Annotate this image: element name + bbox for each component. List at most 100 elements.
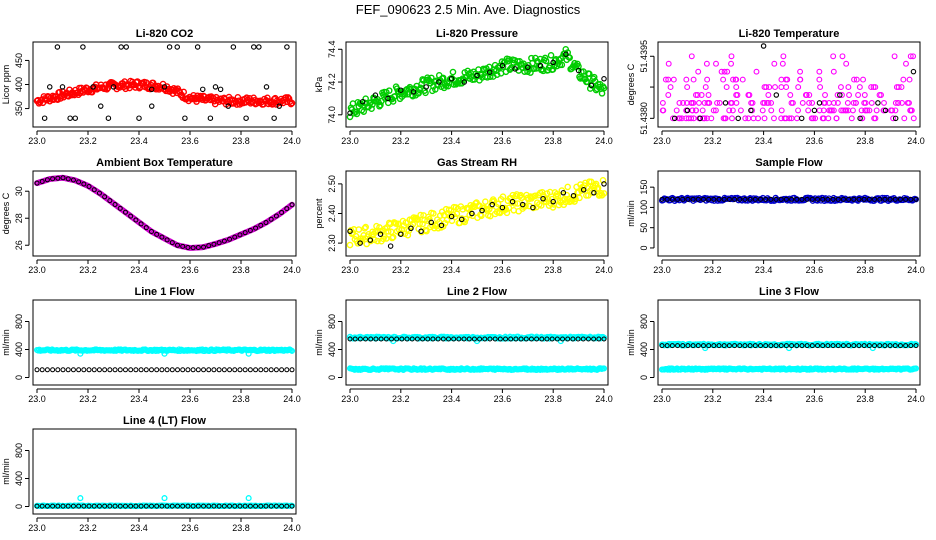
- data-point: [368, 105, 375, 113]
- data-point: [50, 367, 56, 373]
- data-point: [461, 79, 468, 85]
- data-point: [128, 503, 134, 509]
- data-point: [347, 336, 353, 342]
- data-point: [67, 115, 73, 121]
- data-point: [212, 84, 219, 90]
- data-point: [346, 241, 354, 249]
- data-point: [522, 202, 529, 210]
- x-tick-label: 23.2: [79, 523, 97, 533]
- data-point: [195, 245, 201, 251]
- data-point: [877, 343, 883, 349]
- series-magenta: [33, 174, 296, 251]
- data-point: [671, 115, 678, 122]
- data-point: [258, 367, 264, 373]
- plot-frame: [657, 170, 921, 257]
- data-point: [765, 92, 772, 98]
- data-point: [576, 194, 583, 202]
- data-point: [825, 115, 832, 122]
- data-point: [180, 243, 186, 249]
- data-point: [245, 350, 252, 357]
- data-point: [374, 237, 381, 245]
- y-tick-label: 400: [14, 77, 24, 92]
- data-point: [670, 115, 676, 122]
- data-point: [729, 115, 735, 122]
- data-point: [360, 108, 368, 115]
- data-point: [456, 336, 462, 342]
- y-tick-label: 800: [639, 314, 649, 329]
- data-point: [34, 367, 40, 373]
- data-point: [875, 100, 881, 106]
- data-point: [669, 196, 675, 202]
- data-point: [560, 190, 567, 196]
- x-tick-label: 23.0: [28, 523, 46, 533]
- data-point: [664, 196, 670, 202]
- data-point: [820, 196, 826, 202]
- data-point: [362, 223, 369, 231]
- x-tick-label: 23.6: [806, 394, 824, 404]
- data-point: [247, 227, 253, 233]
- data-point: [795, 84, 802, 91]
- data-point: [733, 84, 740, 91]
- data-point: [724, 68, 731, 75]
- data-point: [763, 84, 770, 91]
- data-point: [834, 92, 841, 98]
- data-point: [866, 107, 873, 114]
- data-point: [251, 44, 257, 50]
- data-point: [700, 196, 706, 202]
- data-point: [90, 84, 96, 90]
- data-point: [102, 503, 108, 509]
- data-point: [848, 115, 855, 122]
- data-point: [899, 99, 905, 106]
- data-point: [211, 503, 217, 509]
- data-point: [438, 222, 445, 229]
- data-point: [112, 202, 118, 208]
- data-point: [665, 60, 672, 67]
- data-point: [243, 115, 249, 121]
- data-point: [897, 196, 903, 202]
- data-point: [232, 503, 238, 509]
- data-point: [594, 184, 602, 192]
- x-tick-label: 23.2: [79, 265, 97, 275]
- data-point: [96, 190, 102, 196]
- data-point: [122, 503, 128, 509]
- data-point: [227, 236, 233, 242]
- data-point: [659, 99, 666, 106]
- data-point: [383, 336, 389, 342]
- data-point: [669, 343, 675, 349]
- data-point: [845, 107, 852, 114]
- x-tick-label: 23.4: [755, 394, 773, 404]
- data-point: [753, 68, 760, 75]
- data-point: [537, 62, 544, 69]
- data-point: [505, 56, 513, 63]
- data-point: [856, 196, 862, 202]
- panel-ltemp: Li-820 Temperature 23.0 23.2 23.4 23.6 23.8 24…: [626, 28, 925, 146]
- x-tick-label: 23.2: [79, 136, 97, 146]
- data-point: [892, 115, 899, 122]
- data-point: [273, 213, 279, 219]
- data-point: [268, 367, 274, 373]
- panel-title: Line 3 Flow: [759, 286, 819, 298]
- data-point: [861, 92, 868, 98]
- data-point: [600, 84, 608, 92]
- data-point: [737, 107, 744, 114]
- data-point: [237, 367, 243, 373]
- data-point: [80, 44, 86, 50]
- data-point: [154, 367, 160, 373]
- data-point: [887, 343, 893, 349]
- data-point: [34, 503, 40, 509]
- data-point: [263, 503, 269, 509]
- data-point: [895, 99, 902, 106]
- data-point: [838, 107, 845, 114]
- data-point: [684, 107, 691, 114]
- plot-area: [33, 44, 296, 121]
- data-point: [149, 103, 155, 109]
- data-point: [705, 92, 712, 98]
- data-point: [861, 99, 868, 106]
- data-point: [499, 193, 507, 201]
- data-point: [718, 68, 725, 75]
- data-point: [448, 213, 455, 220]
- data-point: [794, 343, 800, 349]
- data-point: [730, 76, 736, 83]
- data-point: [519, 201, 526, 208]
- x-tick-label: 23.2: [704, 136, 722, 146]
